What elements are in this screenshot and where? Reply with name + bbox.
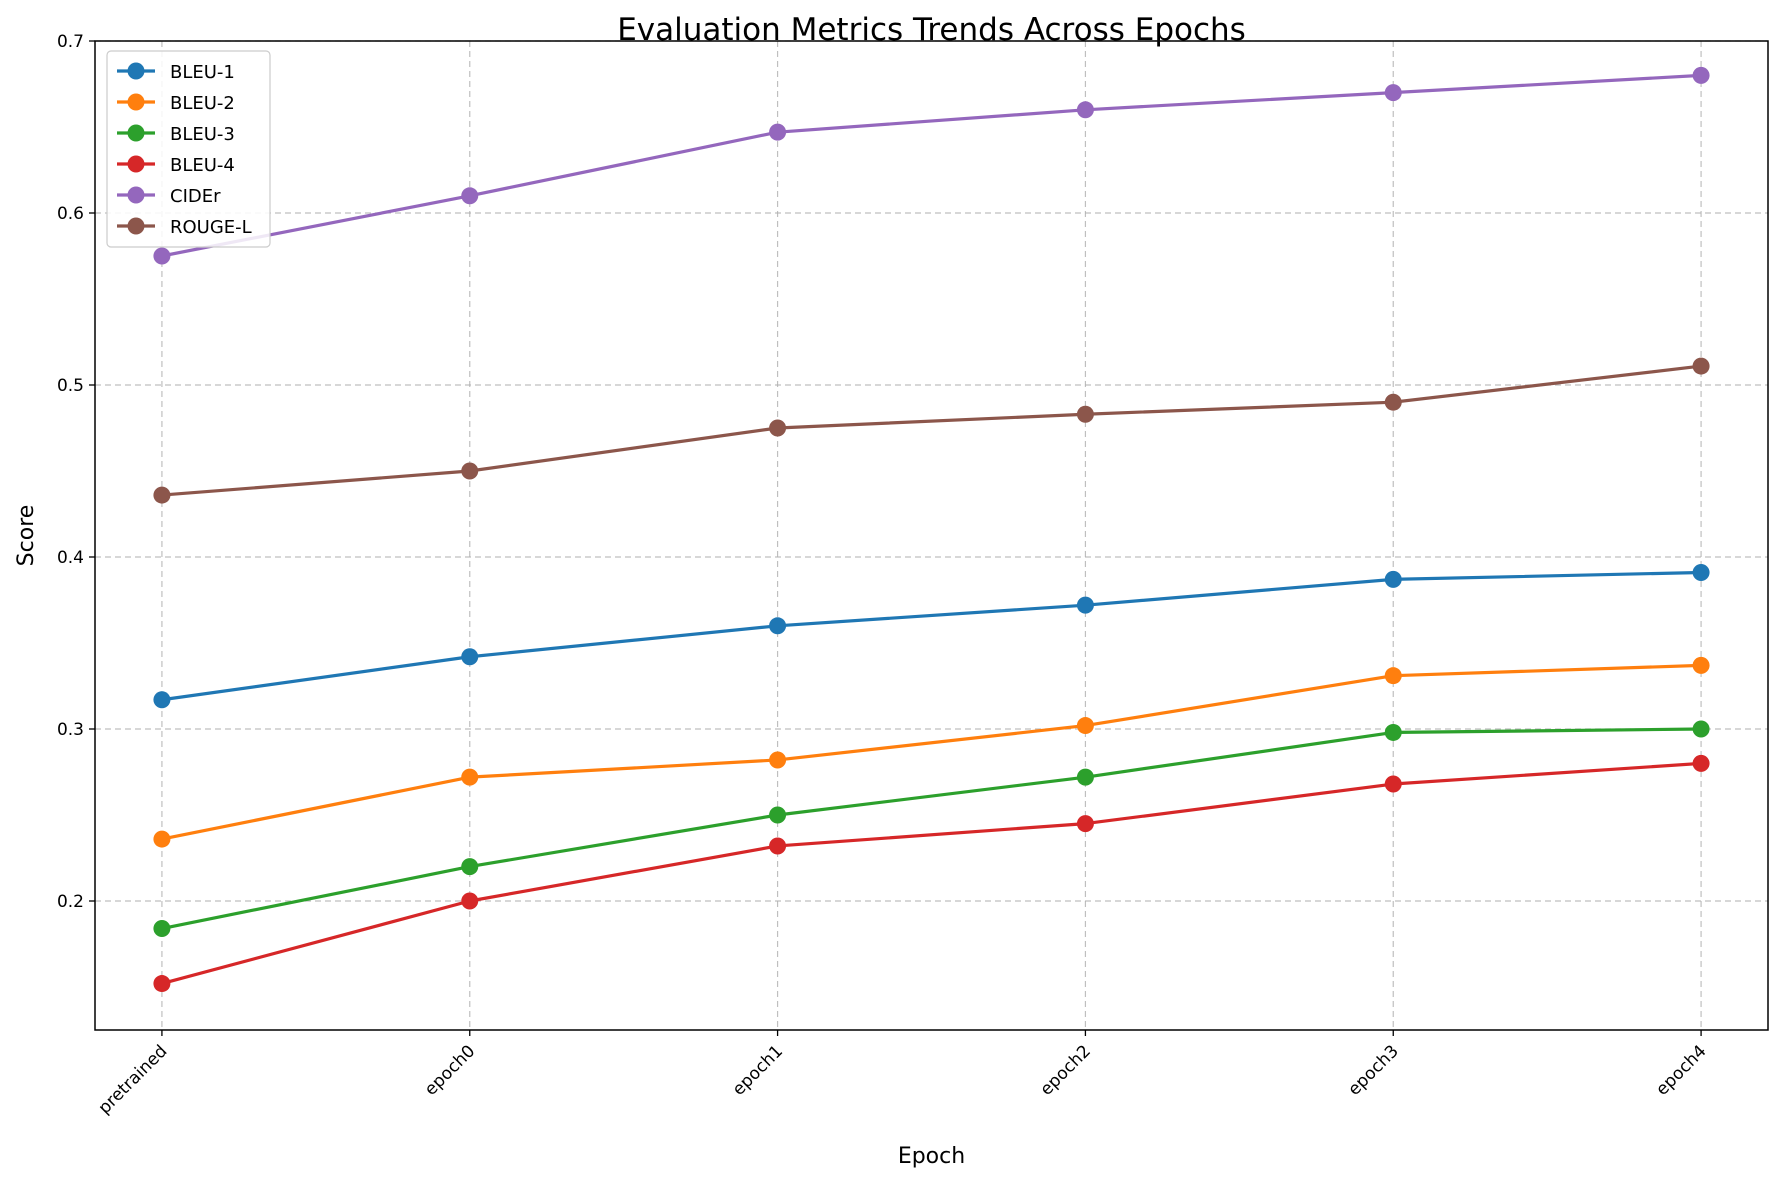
series-line — [161, 727, 1702, 931]
data-point — [461, 858, 479, 876]
data-point — [1076, 596, 1094, 614]
legend-marker — [127, 93, 145, 111]
legend-item: BLEU-4 — [117, 155, 235, 176]
legend-item: ROUGE-L — [117, 217, 252, 238]
data-point — [153, 486, 171, 504]
data-point — [1692, 754, 1710, 772]
legend-marker — [127, 186, 145, 204]
data-point — [153, 830, 171, 848]
data-point — [1384, 84, 1402, 102]
series-line — [161, 761, 1702, 986]
data-point — [769, 806, 787, 824]
data-point — [1384, 570, 1402, 588]
series-rouge-l — [153, 357, 1710, 504]
data-point — [1076, 815, 1094, 833]
series-bleu-4 — [153, 754, 1710, 993]
legend-item: BLEU-2 — [117, 93, 235, 114]
data-point — [153, 691, 171, 709]
data-point — [769, 123, 787, 141]
legend-label: BLEU-4 — [170, 155, 235, 176]
data-point — [461, 892, 479, 910]
data-point — [461, 462, 479, 480]
data-point — [1692, 720, 1710, 738]
y-tick-label: 0.4 — [57, 548, 84, 568]
legend-marker — [127, 124, 145, 142]
plot-area-frame — [94, 40, 1769, 1031]
data-point — [153, 920, 171, 938]
data-point — [461, 648, 479, 666]
data-point — [1692, 66, 1710, 84]
data-point — [1692, 563, 1710, 581]
y-tick-label: 0.5 — [57, 376, 84, 396]
data-point — [153, 975, 171, 993]
series-bleu-3 — [153, 720, 1710, 938]
x-axis-label: Epoch — [898, 1144, 965, 1169]
data-point — [153, 247, 171, 265]
data-point — [769, 837, 787, 855]
series-bleu-1 — [153, 563, 1710, 709]
series-bleu-2 — [153, 656, 1710, 848]
legend-label: BLEU-3 — [170, 124, 235, 145]
data-point — [461, 768, 479, 786]
series-line — [161, 364, 1702, 497]
legend-marker — [127, 62, 145, 80]
data-point — [1076, 405, 1094, 423]
legend-item: BLEU-3 — [117, 124, 235, 145]
data-point — [769, 419, 787, 437]
legend-label: BLEU-1 — [170, 62, 235, 83]
data-point — [1692, 656, 1710, 674]
data-point — [1384, 393, 1402, 411]
data-point — [1384, 667, 1402, 685]
chart-title: Evaluation Metrics Trends Across Epochs — [617, 12, 1246, 48]
legend-label: CIDEr — [170, 186, 221, 207]
legend-label: BLEU-2 — [170, 93, 235, 114]
legend-marker — [127, 155, 145, 173]
data-point — [1076, 101, 1094, 119]
series-line — [161, 663, 1702, 841]
y-axis-label: Score — [14, 505, 39, 567]
legend-label: ROUGE-L — [170, 217, 252, 238]
y-tick-label: 0.3 — [57, 720, 84, 740]
data-point — [1384, 775, 1402, 793]
series-cider — [153, 66, 1710, 265]
legend-marker — [127, 217, 145, 235]
series-layer — [153, 66, 1710, 993]
data-point — [461, 187, 479, 205]
data-point — [1076, 768, 1094, 786]
y-tick-label: 0.6 — [57, 204, 84, 224]
series-line — [161, 73, 1702, 258]
legend: BLEU-1 BLEU-2 BLEU-3 BLEU-4 CIDEr ROUGE-L — [106, 50, 271, 248]
legend-item: BLEU-1 — [117, 62, 235, 83]
data-point — [1384, 723, 1402, 741]
data-point — [1692, 357, 1710, 375]
legend-box — [106, 50, 271, 248]
data-point — [769, 751, 787, 769]
series-line — [161, 570, 1702, 702]
data-point — [769, 617, 787, 635]
data-point — [1076, 717, 1094, 735]
y-tick-label: 0.2 — [57, 892, 84, 912]
legend-item: CIDEr — [117, 186, 221, 207]
y-tick-label: 0.7 — [57, 32, 84, 52]
